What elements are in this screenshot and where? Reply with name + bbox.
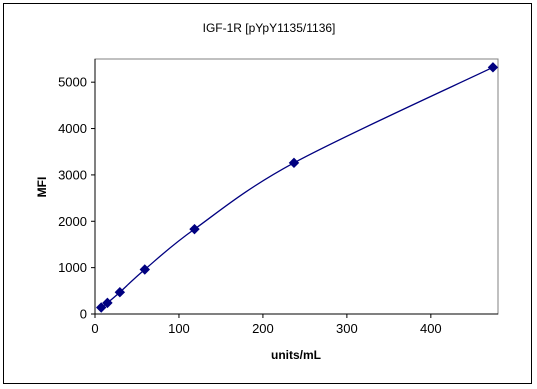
chart-title: IGF-1R [pYpY1135/1136]	[203, 21, 336, 35]
y-tick-label: 5000	[58, 75, 87, 90]
x-tick-label: 200	[252, 321, 274, 336]
x-axis-title: units/mL	[271, 348, 321, 362]
x-tick-label: 100	[168, 321, 190, 336]
x-tick-label: 0	[91, 321, 98, 336]
data-point	[102, 297, 113, 309]
plot-area	[94, 58, 499, 315]
x-tick-label: 300	[336, 321, 358, 336]
y-tick-label: 2000	[58, 214, 87, 229]
data-point	[139, 264, 150, 275]
data-point	[288, 157, 300, 169]
data-markers	[96, 62, 499, 313]
data-point	[114, 287, 126, 298]
y-tick-label: 3000	[58, 167, 87, 182]
data-point	[96, 302, 107, 313]
y-tick-label: 0	[80, 307, 87, 322]
data-point	[487, 62, 499, 73]
y-axis-title: MFI	[35, 177, 49, 198]
data-point	[189, 223, 200, 235]
x-tick-label: 400	[420, 321, 442, 336]
y-ticks: 0 1000 2000 3000 4000 5000	[58, 75, 95, 322]
x-ticks: 0 100 200 300 400	[91, 314, 442, 336]
y-tick-label: 1000	[58, 260, 87, 275]
y-tick-label: 4000	[58, 121, 87, 136]
